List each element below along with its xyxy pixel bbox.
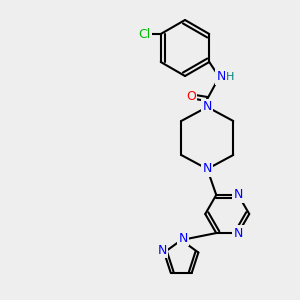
- Text: H: H: [226, 72, 234, 82]
- Text: N: N: [234, 188, 243, 201]
- Text: N: N: [178, 232, 188, 244]
- Text: N: N: [202, 100, 212, 113]
- Text: O: O: [186, 91, 196, 103]
- Text: N: N: [158, 244, 167, 257]
- Text: Cl: Cl: [139, 28, 151, 40]
- Text: N: N: [202, 163, 212, 176]
- Text: N: N: [217, 70, 226, 83]
- Text: N: N: [234, 226, 243, 240]
